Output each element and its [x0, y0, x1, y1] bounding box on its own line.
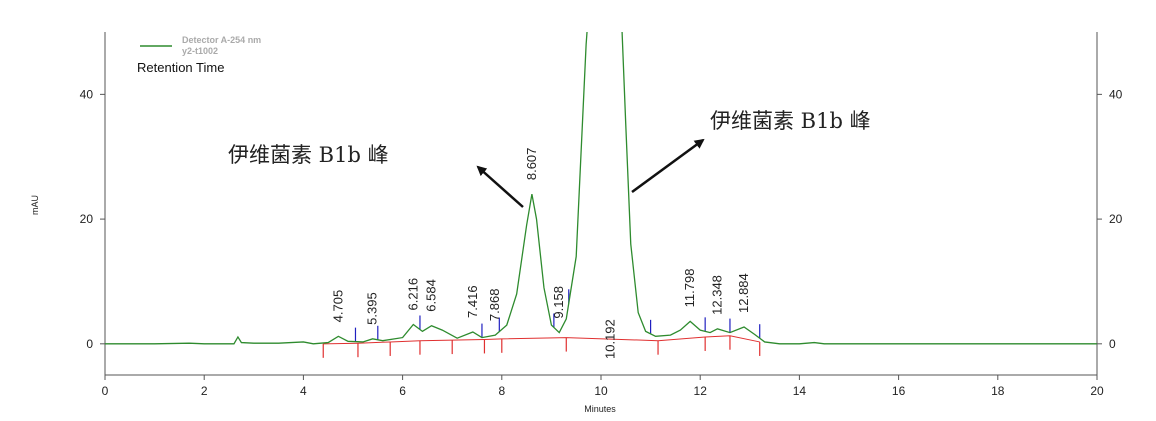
- x-tick-label: 14: [793, 384, 807, 398]
- x-tick-label: 10: [594, 384, 608, 398]
- y2-tick-label: 40: [1109, 87, 1123, 101]
- legend-subtitle: y2-t1002: [182, 46, 218, 56]
- peak-label: 6.584: [424, 279, 439, 312]
- peak-label: 4.705: [330, 290, 345, 323]
- x-tick-label: 4: [300, 384, 307, 398]
- x-tick-label: 18: [991, 384, 1005, 398]
- x-tick-label: 6: [399, 384, 406, 398]
- peak-label: 6.216: [405, 278, 420, 311]
- x-tick-label: 0: [102, 384, 109, 398]
- peak-label: 8.607: [524, 148, 539, 181]
- annotation: 伊维菌素 B1b 峰: [228, 143, 389, 167]
- peak-label: 7.868: [487, 289, 502, 322]
- annotation: 伊维菌素 B1b 峰: [710, 109, 871, 133]
- peak-label: 5.395: [365, 292, 380, 325]
- baseline: [323, 335, 760, 345]
- y-axis-label: mAU: [30, 195, 40, 215]
- y-tick-label: 20: [80, 212, 94, 226]
- peak-label: 12.884: [736, 273, 751, 313]
- peak-label: 10.192: [603, 319, 618, 359]
- peak-label: 7.416: [465, 285, 480, 318]
- x-tick-label: 16: [892, 384, 906, 398]
- peak-label: 11.798: [682, 269, 697, 308]
- arrow: [476, 165, 524, 208]
- legend-entry: Detector A-254 nm: [182, 35, 261, 45]
- y-tick-label: 40: [80, 87, 94, 101]
- plot: [105, 32, 1097, 358]
- y2-tick-label: 20: [1109, 212, 1123, 226]
- trace: [105, 32, 1097, 345]
- legend-title: Retention Time: [137, 60, 224, 75]
- y-tick-label: 0: [86, 337, 93, 351]
- x-tick-label: 20: [1090, 384, 1104, 398]
- x-tick-label: 12: [694, 384, 708, 398]
- x-axis-label: Minutes: [584, 404, 616, 414]
- x-tick-label: 8: [498, 384, 505, 398]
- x-tick-label: 2: [201, 384, 208, 398]
- y2-tick-label: 0: [1109, 337, 1116, 351]
- peak-label: 12.348: [709, 275, 724, 315]
- peak-label: 9.158: [551, 286, 566, 319]
- arrow: [631, 138, 705, 194]
